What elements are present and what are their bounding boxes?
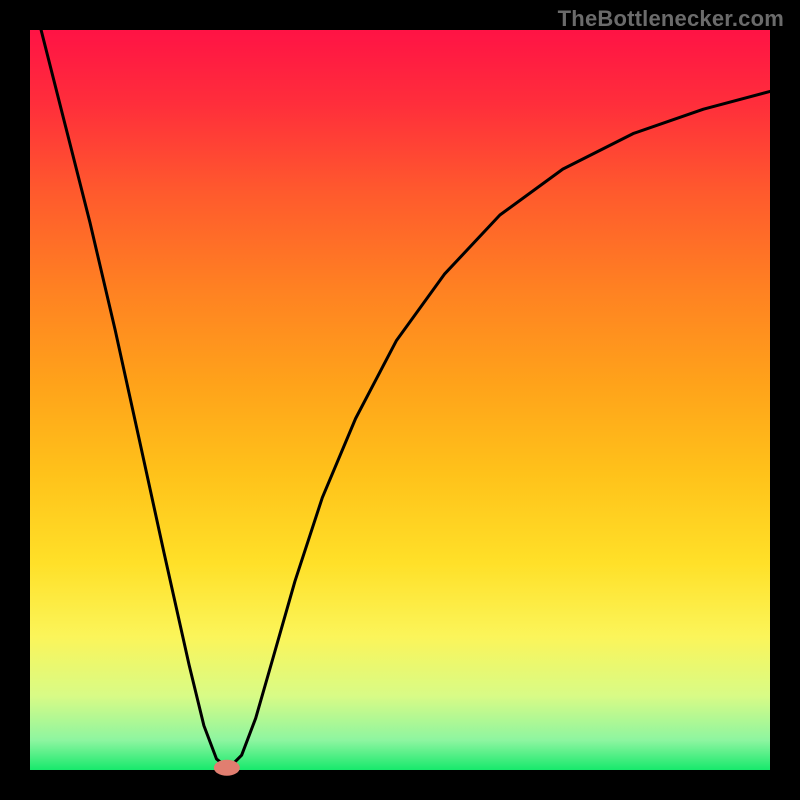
bottleneck-chart <box>0 0 800 800</box>
plot-background <box>30 30 770 770</box>
chart-container: { "watermark": { "text": "TheBottlenecke… <box>0 0 800 800</box>
optimum-marker <box>214 760 240 776</box>
